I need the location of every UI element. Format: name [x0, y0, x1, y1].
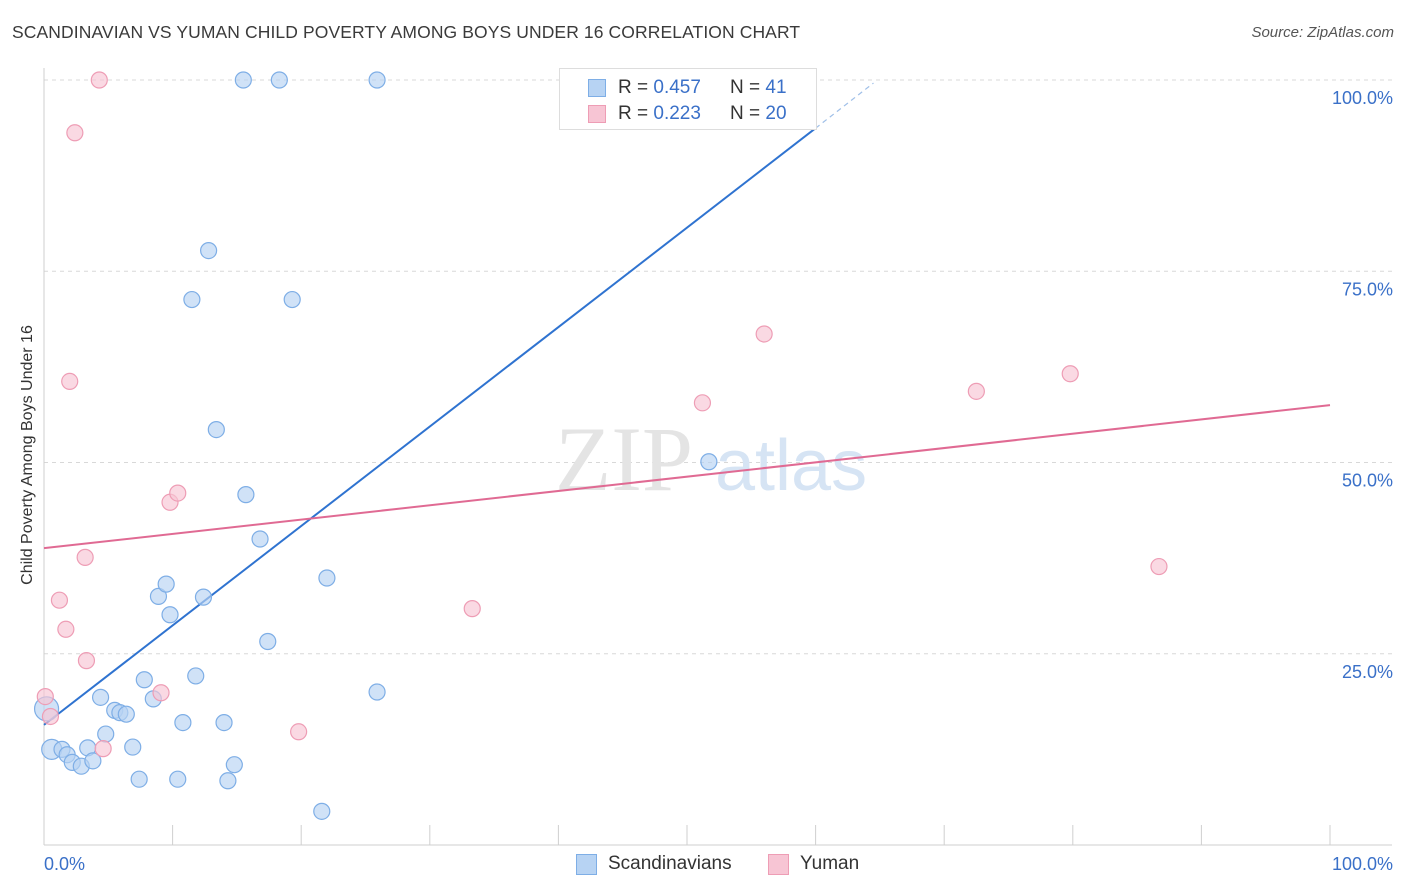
legend-swatch-pink	[768, 854, 789, 875]
x-tick-label: 0.0%	[44, 854, 85, 874]
point-scandinavians	[117, 705, 135, 723]
point-yuman	[57, 620, 75, 638]
legend-n-value: 41	[765, 77, 787, 98]
point-scandinavians	[200, 241, 218, 260]
point-scandinavians	[194, 588, 213, 606]
point-scandinavians	[237, 486, 255, 504]
point-yuman	[36, 687, 54, 706]
point-scandinavians	[270, 71, 288, 89]
trend-line-yuman	[43, 404, 1331, 550]
point-scandinavians	[700, 453, 718, 471]
point-scandinavians	[313, 802, 331, 820]
legend-n-value: 20	[765, 103, 787, 124]
point-scandinavians	[225, 756, 243, 774]
point-scandinavians	[318, 569, 336, 587]
grid-lines	[44, 79, 1392, 655]
point-scandinavians	[368, 683, 386, 701]
legend-n-label: N =	[730, 103, 761, 124]
point-scandinavians	[161, 606, 179, 624]
legend-label-yuman: Yuman	[800, 853, 860, 874]
point-yuman	[152, 684, 170, 702]
point-scandinavians	[169, 770, 187, 788]
point-scandinavians	[207, 421, 225, 439]
point-scandinavians	[259, 632, 277, 651]
legend-label-scandinavians: Scandinavians	[608, 853, 732, 874]
point-yuman	[1150, 557, 1168, 576]
y-tick-label: 25.0%	[1342, 662, 1393, 682]
watermark-zip: ZIP	[555, 408, 693, 510]
point-scandinavians	[187, 667, 205, 685]
legend-n-label: N =	[730, 77, 761, 98]
x-tick-label: 100.0%	[1332, 854, 1393, 874]
legend-r-value: 0.457	[653, 77, 701, 98]
trend-lines	[43, 82, 1331, 726]
point-yuman	[755, 325, 773, 343]
legend-swatch-pink	[588, 105, 606, 123]
point-scandinavians	[219, 772, 237, 790]
correlation-legend: R = 0.457 N = 41 R = 0.223 N = 20	[559, 68, 817, 130]
point-yuman	[77, 652, 96, 670]
point-scandinavians	[130, 770, 148, 788]
point-scandinavians	[368, 71, 386, 89]
point-scandinavians	[149, 587, 168, 605]
point-scandinavians	[124, 738, 142, 756]
source-attribution: Source: ZipAtlas.com	[1251, 24, 1394, 41]
point-yuman	[61, 372, 79, 391]
legend-r-label: R =	[618, 103, 649, 124]
y-tick-label: 100.0%	[1332, 88, 1393, 108]
data-points	[33, 71, 1168, 820]
chart-title: SCANDINAVIAN VS YUMAN CHILD POVERTY AMON…	[12, 22, 801, 42]
point-scandinavians	[183, 290, 201, 309]
point-yuman	[1061, 365, 1079, 383]
trend-line-scandinavians	[43, 127, 817, 726]
point-scandinavians	[283, 290, 301, 309]
point-scandinavians	[84, 752, 102, 770]
point-yuman	[967, 382, 985, 400]
point-yuman	[50, 591, 69, 609]
point-scandinavians	[174, 713, 192, 732]
point-scandinavians	[91, 688, 110, 706]
point-yuman	[463, 600, 481, 618]
point-yuman	[41, 707, 60, 726]
legend-swatch-blue	[588, 79, 606, 97]
legend-r-label: R =	[618, 77, 649, 98]
point-scandinavians	[234, 71, 252, 89]
tick-labels: 25.0% 50.0% 75.0% 100.0% 0.0% 100.0%	[44, 88, 1393, 874]
point-scandinavians	[97, 725, 115, 743]
point-scandinavians	[157, 575, 175, 593]
legend-swatch-blue	[576, 854, 597, 875]
trend-line-extension	[815, 82, 874, 129]
legend-r-value: 0.223	[653, 103, 701, 124]
point-yuman	[290, 723, 308, 741]
point-yuman	[169, 484, 187, 502]
point-scandinavians	[251, 530, 269, 548]
y-tick-label: 50.0%	[1342, 471, 1393, 491]
point-yuman	[90, 71, 108, 89]
point-yuman	[66, 124, 84, 142]
point-yuman	[693, 394, 712, 412]
point-scandinavians	[135, 671, 153, 689]
y-tick-label: 75.0%	[1342, 279, 1393, 299]
point-yuman	[76, 548, 94, 566]
point-yuman	[94, 740, 112, 758]
point-scandinavians	[215, 713, 233, 732]
